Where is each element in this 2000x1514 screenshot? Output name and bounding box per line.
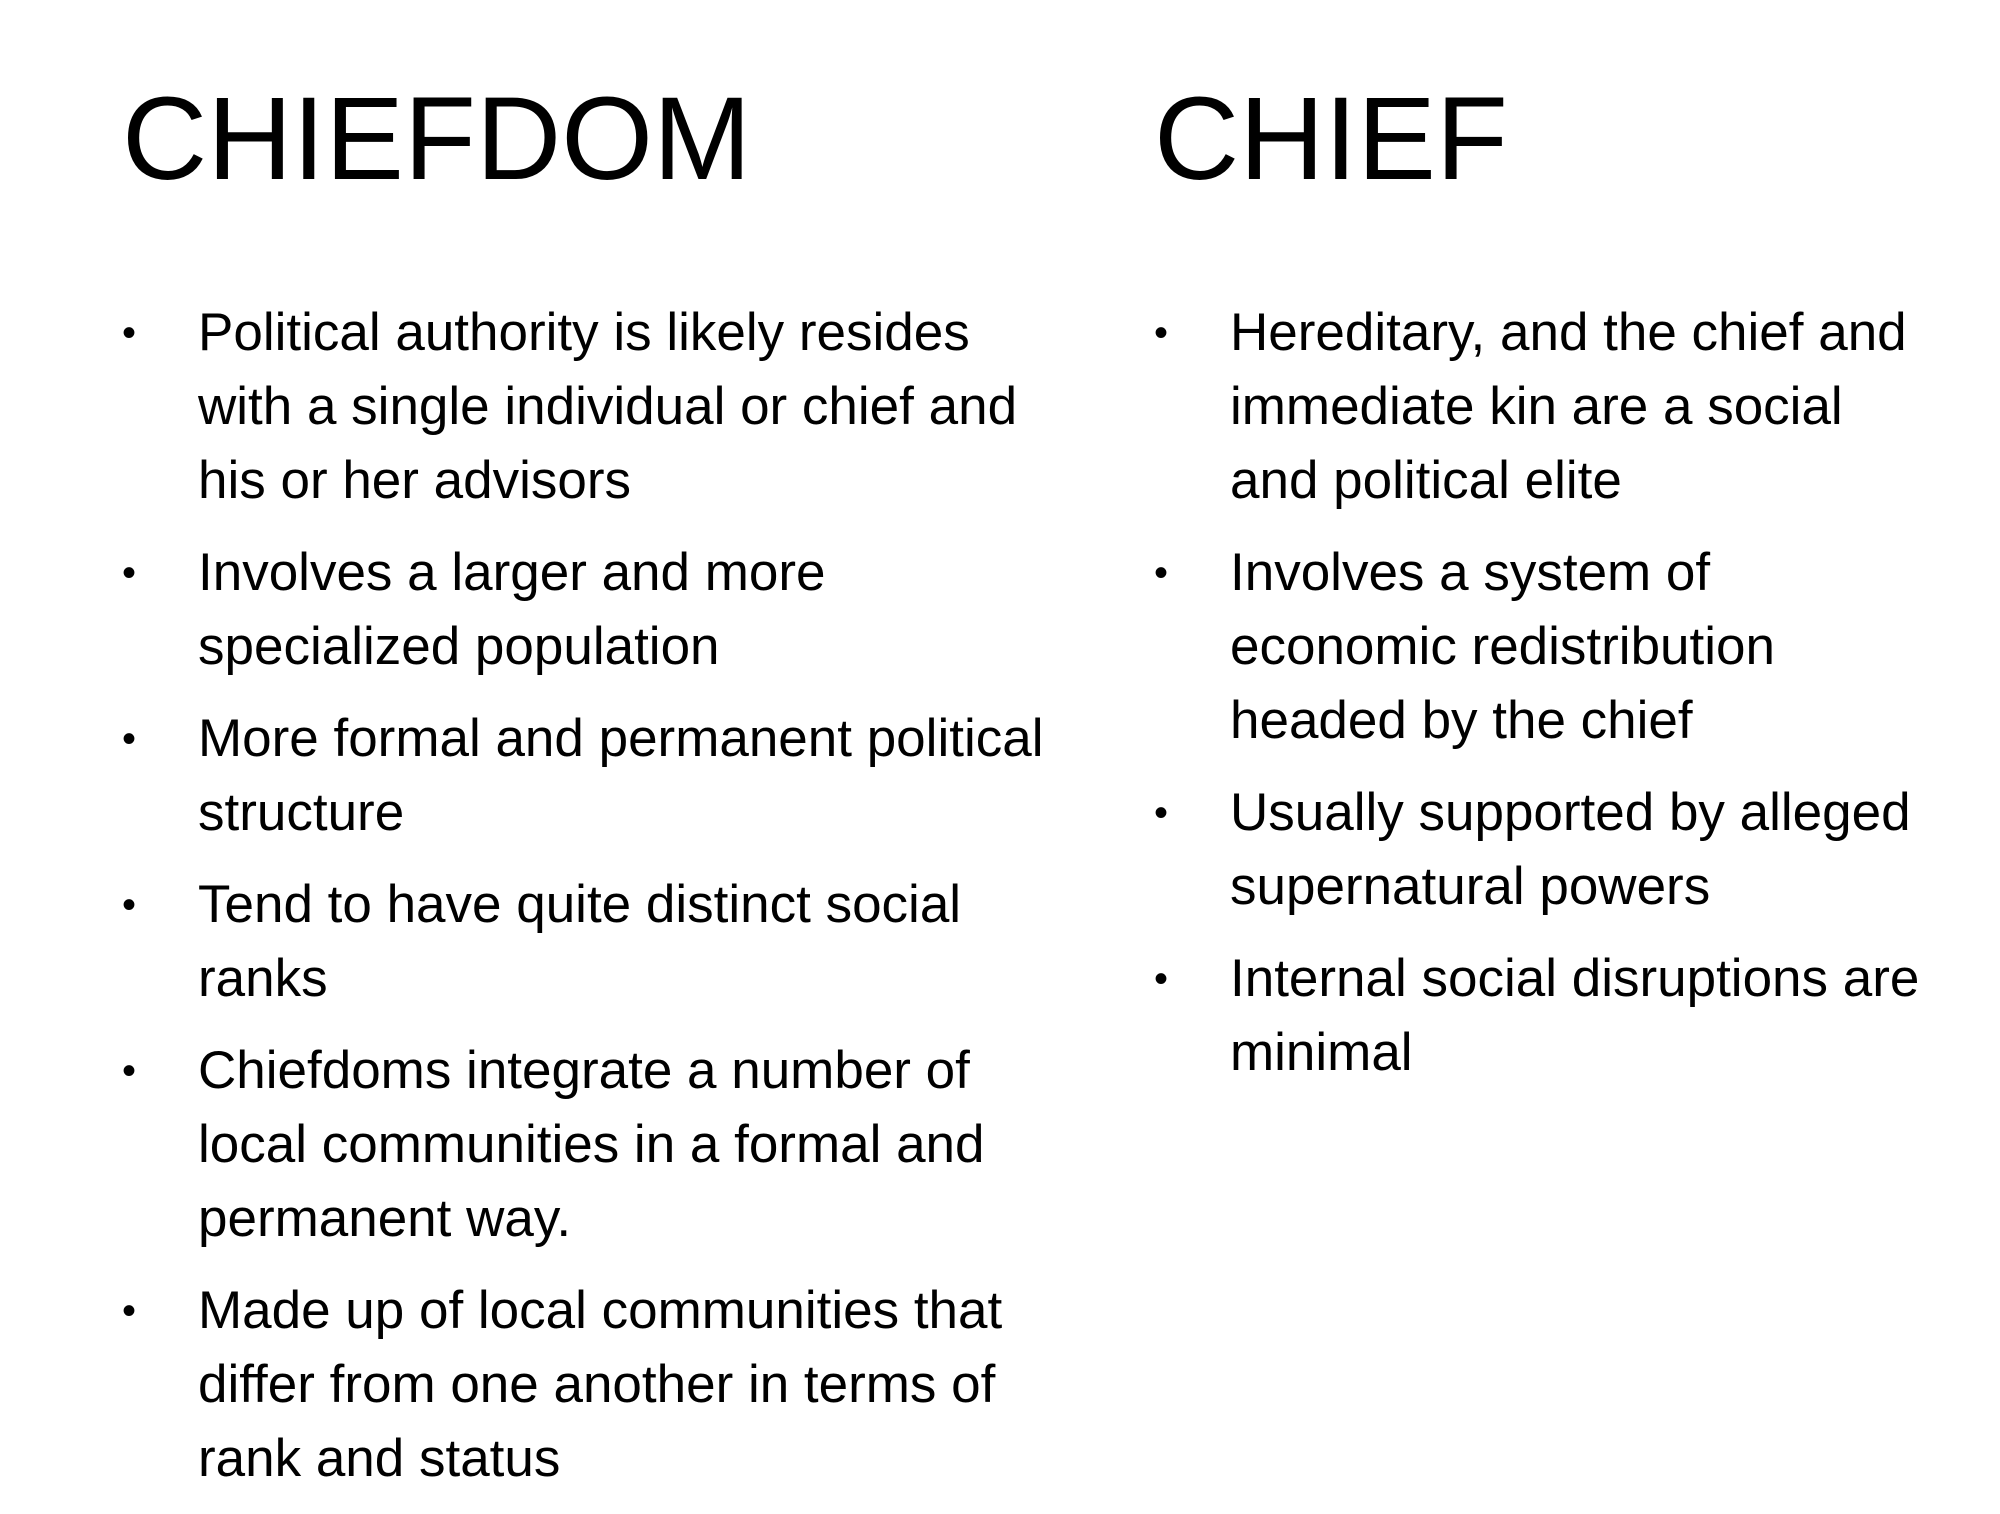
bullet-icon: • (122, 1289, 137, 1333)
chief-bullet-list: • Hereditary, and the chief and immediat… (1154, 296, 1934, 1090)
chiefdom-bullet-list: • Political authority is likely resides … (122, 296, 1062, 1496)
bullet-text: Made up of local communities that differ… (198, 1281, 1003, 1488)
chief-heading: CHIEF (1154, 73, 1508, 205)
chief-column: CHIEF • Hereditary, and the chief and im… (1154, 80, 1934, 1108)
bullet-icon: • (122, 311, 137, 355)
list-item: • Tend to have quite distinct social ran… (122, 868, 1062, 1016)
list-item: • Involves a system of economic redistri… (1154, 536, 1934, 758)
bullet-icon: • (1154, 791, 1169, 835)
bullet-text: Political authority is likely resides wi… (198, 303, 1018, 510)
chiefdom-heading: CHIEFDOM (122, 73, 752, 205)
bullet-text: Usually supported by alleged supernatura… (1230, 783, 1911, 916)
list-item: • Political authority is likely resides … (122, 296, 1062, 518)
bullet-text: Involves a system of economic redistribu… (1230, 543, 1775, 750)
bullet-icon: • (122, 1049, 137, 1093)
bullet-icon: • (122, 883, 137, 927)
list-item: • Hereditary, and the chief and immediat… (1154, 296, 1934, 518)
bullet-icon: • (1154, 551, 1169, 595)
bullet-text: Involves a larger and more specialized p… (198, 543, 826, 676)
bullet-text: More formal and permanent political stru… (198, 709, 1044, 842)
bullet-icon: • (122, 717, 137, 761)
list-item: • Internal social disruptions are minima… (1154, 942, 1934, 1090)
bullet-text: Chiefdoms integrate a number of local co… (198, 1041, 985, 1248)
list-item: • Involves a larger and more specialized… (122, 536, 1062, 684)
chiefdom-column: CHIEFDOM • Political authority is likely… (122, 80, 1062, 1514)
bullet-icon: • (1154, 957, 1169, 1001)
bullet-icon: • (122, 551, 137, 595)
bullet-text: Internal social disruptions are minimal (1230, 949, 1920, 1082)
list-item: • Usually supported by alleged supernatu… (1154, 776, 1934, 924)
list-item: • Made up of local communities that diff… (122, 1274, 1062, 1496)
bullet-icon: • (1154, 311, 1169, 355)
bullet-text: Tend to have quite distinct social ranks (198, 875, 962, 1008)
list-item: • More formal and permanent political st… (122, 702, 1062, 850)
bullet-text: Hereditary, and the chief and immediate … (1230, 303, 1907, 510)
list-item: • Chiefdoms integrate a number of local … (122, 1034, 1062, 1256)
